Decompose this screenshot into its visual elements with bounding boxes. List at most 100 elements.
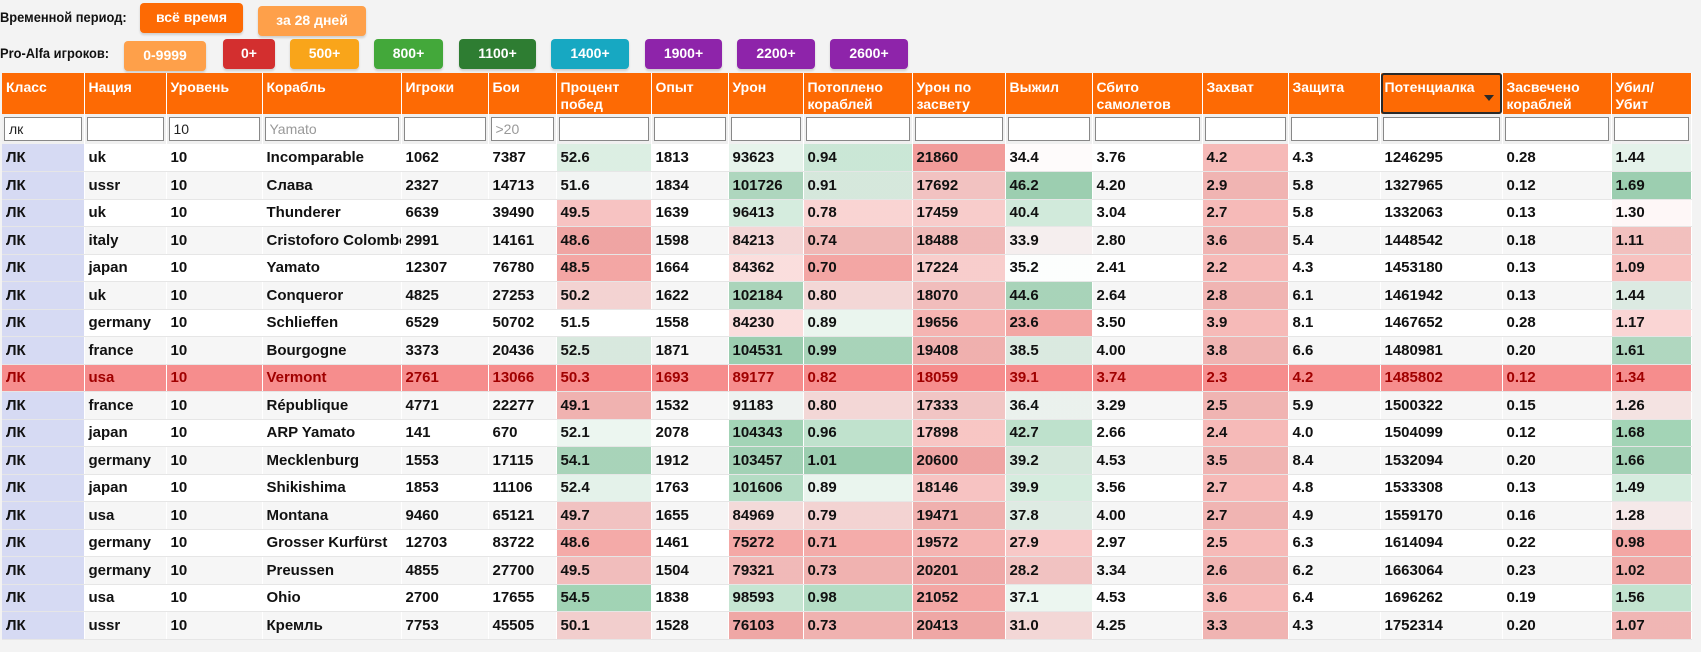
- players-800-plus-button[interactable]: 800+: [374, 39, 443, 69]
- players-0-9999-button[interactable]: 0-9999: [124, 41, 206, 71]
- table-row[interactable]: ЛК ussr 10 Слава 2327 14713 51.6 1834 101726 0.91…: [2, 171, 1692, 200]
- cell-defense: 6.2: [1288, 556, 1381, 585]
- cell-players: 141: [401, 419, 489, 447]
- cell-spotted: 0.28: [1502, 309, 1612, 337]
- cell-damage: 91183: [728, 391, 804, 420]
- cell-survived: 42.7: [1005, 419, 1093, 447]
- table-row[interactable]: ЛК usa 10 Vermont 2761 13066 50.3 1693 89177 0.82…: [2, 364, 1692, 392]
- cell-nation: uk: [84, 281, 167, 310]
- column-header-kd[interactable]: Убил/ Убит: [1611, 73, 1692, 114]
- table-row[interactable]: ЛК france 10 Bourgogne 3373 20436 52.5 1871 1045…: [2, 336, 1692, 365]
- class-filter-input[interactable]: [4, 117, 82, 141]
- players-1900-plus-button[interactable]: 1900+: [645, 39, 722, 69]
- column-header-spot-damage[interactable]: Урон по засвету: [912, 73, 1006, 114]
- cell-kd: 1.61: [1611, 336, 1692, 365]
- defense-filter-input[interactable]: [1290, 117, 1378, 141]
- cell-players: 1553: [401, 446, 489, 475]
- table-row[interactable]: ЛК uk 10 Incomparable 1062 7387 52.6 1813 93623 0…: [2, 144, 1692, 172]
- period-all-time-button[interactable]: всё время: [140, 3, 243, 33]
- table-row[interactable]: ЛК usa 10 Ohio 2700 17655 54.5 1838 98593 0.98 210…: [2, 584, 1692, 612]
- kd-filter-input[interactable]: [1613, 117, 1689, 141]
- winrate-filter-input[interactable]: [558, 117, 649, 141]
- cell-class: ЛК: [2, 254, 85, 282]
- cell-potential: 1500322: [1380, 391, 1503, 420]
- spot-damage-filter-input[interactable]: [914, 117, 1003, 141]
- nation-filter-input[interactable]: [86, 117, 164, 141]
- table-row[interactable]: ЛК japan 10 Yamato 12307 76780 48.5 1664 84362 0.…: [2, 254, 1692, 282]
- table-row[interactable]: ЛК japan 10 Shikishima 1853 11106 52.4 1763 1016…: [2, 474, 1692, 502]
- column-header-nation[interactable]: Нация: [84, 73, 167, 114]
- column-header-level[interactable]: Уровень: [166, 73, 263, 114]
- cell-kd: 1.28: [1611, 501, 1692, 530]
- cell-survived: 38.5: [1005, 336, 1093, 365]
- cell-potential: 1246295: [1380, 144, 1503, 172]
- survived-filter-input[interactable]: [1007, 117, 1090, 141]
- table-row[interactable]: ЛК ussr 10 Кремль 7753 45505 50.1 1528 76103 0.73…: [2, 611, 1692, 640]
- column-header-battles[interactable]: Бои: [488, 73, 557, 114]
- players-1100-plus-button[interactable]: 1100+: [459, 39, 536, 69]
- cell-ship: République: [262, 391, 402, 420]
- table-row[interactable]: ЛК germany 10 Grosser Kurfürst 12703 83722 48.…: [2, 529, 1692, 557]
- players-500-plus-button[interactable]: 500+: [290, 39, 359, 69]
- players-2600-plus-button[interactable]: 2600+: [830, 39, 908, 69]
- players-2200-plus-button[interactable]: 2200+: [737, 39, 815, 69]
- exp-filter-input[interactable]: [653, 117, 726, 141]
- cell-exp: 1558: [651, 309, 729, 337]
- column-header-ship[interactable]: Корабль: [262, 73, 402, 114]
- players-filter-input[interactable]: [403, 117, 486, 141]
- cell-exp: 1834: [651, 171, 729, 200]
- cell-nation: ussr: [84, 171, 167, 200]
- damage-filter-input[interactable]: [730, 117, 801, 141]
- column-header-class[interactable]: Класс: [2, 73, 85, 114]
- column-header-damage[interactable]: Урон: [728, 73, 804, 114]
- column-header-frags[interactable]: Потоплено кораблей: [803, 73, 913, 114]
- column-header-spotted[interactable]: Засвечено кораблей: [1502, 73, 1612, 114]
- cell-survived: 31.0: [1005, 611, 1093, 640]
- column-header-planes[interactable]: Сбито самолетов: [1092, 73, 1203, 114]
- period-28-days-button[interactable]: за 28 дней: [258, 6, 366, 36]
- cell-exp: 1763: [651, 474, 729, 502]
- table-row[interactable]: ЛК japan 10 ARP Yamato 141 670 52.1 2078 104343 0…: [2, 419, 1692, 447]
- players-1400-plus-button[interactable]: 1400+: [551, 39, 629, 69]
- table-row[interactable]: ЛК uk 10 Conqueror 4825 27253 50.2 1622 102184 0.…: [2, 281, 1692, 310]
- capture-filter-input[interactable]: [1204, 117, 1286, 141]
- cell-kd: 1.26: [1611, 391, 1692, 420]
- column-header-players[interactable]: Игроки: [401, 73, 489, 114]
- cell-exp: 1838: [651, 584, 729, 612]
- cell-spot-damage: 19471: [912, 501, 1006, 530]
- table-row[interactable]: ЛК usa 10 Montana 9460 65121 49.7 1655 84969 0.79…: [2, 501, 1692, 530]
- cell-players: 2761: [401, 364, 489, 392]
- level-filter-input[interactable]: [168, 117, 260, 141]
- column-header-exp[interactable]: Опыт: [651, 73, 729, 114]
- table-row[interactable]: ЛК france 10 République 4771 22277 49.1 1532 911…: [2, 391, 1692, 420]
- frags-filter-input[interactable]: [805, 117, 910, 141]
- table-row[interactable]: ЛК germany 10 Preussen 4855 27700 49.5 1504 7932…: [2, 556, 1692, 585]
- column-header-survived[interactable]: Выжил: [1005, 73, 1093, 114]
- cell-defense: 5.8: [1288, 171, 1381, 200]
- cell-battles: 50702: [488, 309, 557, 337]
- column-header-capture[interactable]: Захват: [1202, 73, 1289, 114]
- cell-spotted: 0.12: [1502, 364, 1612, 392]
- ship-filter-input[interactable]: [264, 117, 399, 141]
- cell-planes: 4.53: [1092, 446, 1203, 475]
- column-header-winrate[interactable]: Процент побед: [556, 73, 652, 114]
- table-row[interactable]: ЛК germany 10 Schlieffen 6529 50702 51.5 1558 84…: [2, 309, 1692, 337]
- potential-filter-input[interactable]: [1382, 117, 1500, 141]
- column-header-defense[interactable]: Защита: [1288, 73, 1381, 114]
- cell-spot-damage: 17459: [912, 199, 1006, 227]
- cell-capture: 3.8: [1202, 336, 1289, 365]
- table-row[interactable]: ЛК italy 10 Cristoforo Colombo 2991 14161 48.6…: [2, 226, 1692, 255]
- table-row[interactable]: ЛК germany 10 Mecklenburg 1553 17115 54.1 1912 1…: [2, 446, 1692, 475]
- column-header-potential[interactable]: Потенциалка: [1380, 73, 1503, 114]
- spotted-filter-input[interactable]: [1504, 117, 1609, 141]
- cell-spotted: 0.13: [1502, 254, 1612, 282]
- table-row[interactable]: ЛК uk 10 Thunderer 6639 39490 49.5 1639 96413 0.7…: [2, 199, 1692, 227]
- cell-class: ЛК: [2, 446, 85, 475]
- cell-spot-damage: 17898: [912, 419, 1006, 447]
- cell-frags: 0.89: [803, 474, 913, 502]
- cell-potential: 1327965: [1380, 171, 1503, 200]
- battles-filter-input[interactable]: [490, 117, 554, 141]
- cell-survived: 37.1: [1005, 584, 1093, 612]
- planes-filter-input[interactable]: [1094, 117, 1200, 141]
- players-0-plus-button[interactable]: 0+: [223, 39, 275, 69]
